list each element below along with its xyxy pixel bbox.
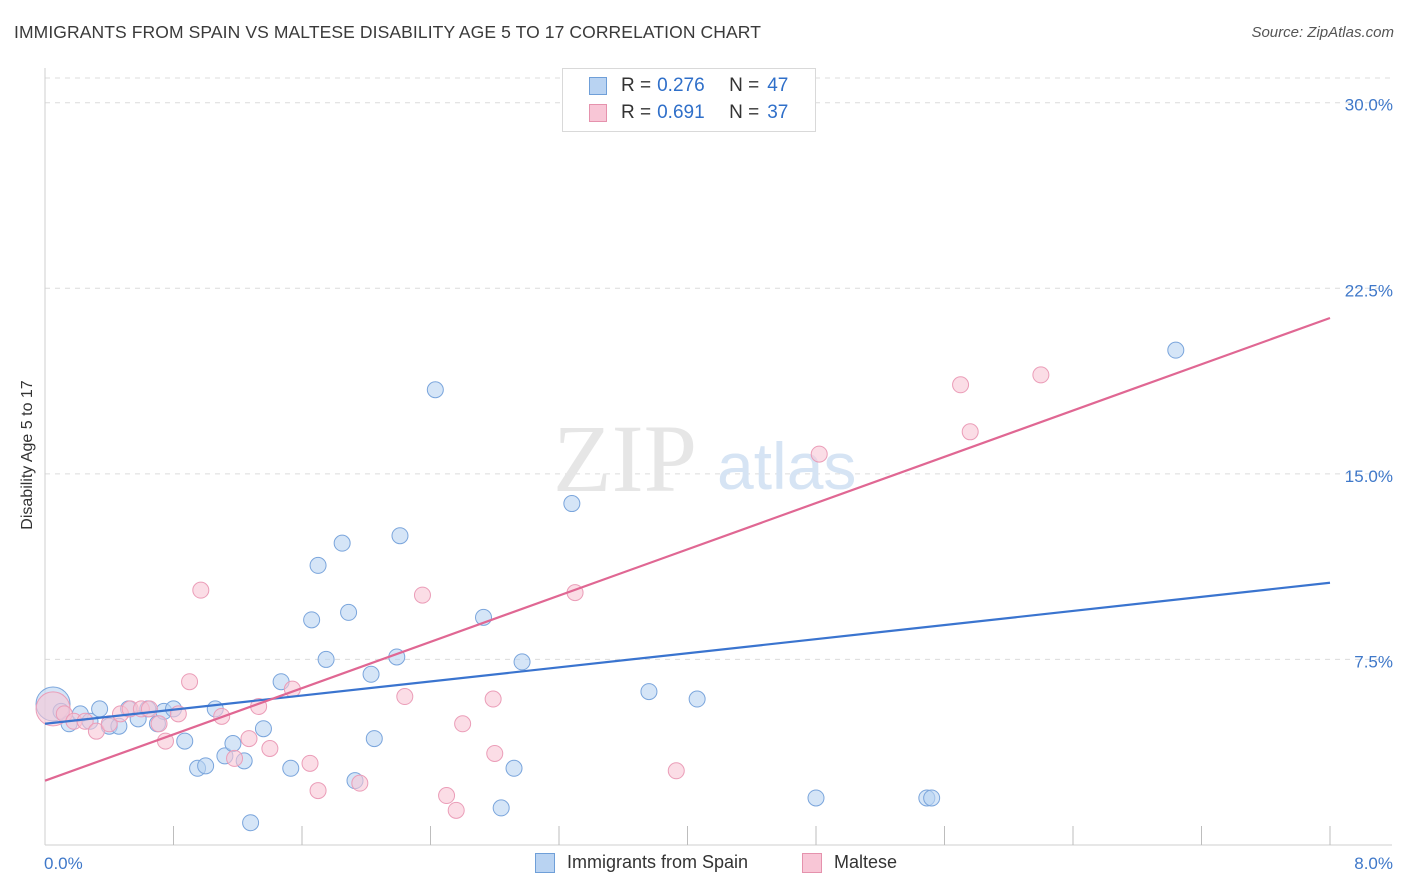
- point-spain: [176, 732, 194, 750]
- point-maltese: [309, 782, 327, 800]
- point-spain: [333, 534, 351, 552]
- point-spain: [505, 759, 523, 777]
- series-swatch-spain: [535, 852, 555, 873]
- point-spain: [340, 603, 358, 621]
- y-tick-label: 30.0%: [1345, 96, 1393, 115]
- point-spain: [242, 814, 260, 832]
- legend-r-label: R =: [621, 102, 652, 123]
- series-legend-maltese[interactable]: Maltese: [802, 852, 897, 873]
- point-maltese: [240, 730, 258, 748]
- point-spain: [426, 381, 444, 399]
- point-spain: [1167, 341, 1185, 359]
- series-legend-spain[interactable]: Immigrants from Spain: [535, 852, 748, 873]
- y-tick-label: 22.5%: [1345, 281, 1393, 300]
- legend-swatch-maltese: [589, 104, 607, 122]
- legend-n-label: N =: [729, 75, 760, 96]
- point-spain: [563, 495, 581, 513]
- point-maltese: [351, 774, 369, 792]
- legend-swatch-spain: [589, 77, 607, 95]
- point-maltese: [140, 700, 158, 718]
- watermark: ZIP atlas: [553, 405, 856, 512]
- chart-title: IMMIGRANTS FROM SPAIN VS MALTESE DISABIL…: [14, 22, 761, 42]
- point-maltese: [150, 715, 168, 733]
- series-label-maltese: Maltese: [834, 852, 898, 872]
- point-maltese: [1032, 366, 1050, 384]
- legend-n-label: N =: [729, 102, 760, 123]
- point-maltese: [301, 754, 319, 772]
- point-maltese: [486, 744, 504, 762]
- point-spain: [197, 757, 215, 775]
- x-tick-label: 0.0%: [44, 854, 83, 873]
- x-tick-label: 8.0%: [1354, 854, 1393, 873]
- point-spain: [317, 650, 335, 668]
- point-spain: [91, 700, 109, 718]
- point-maltese: [226, 749, 244, 767]
- point-maltese: [438, 787, 456, 805]
- legend-n-value-spain: 47: [767, 75, 789, 96]
- point-spain: [224, 735, 242, 753]
- y-tick-label: 7.5%: [1354, 652, 1393, 671]
- point-spain: [688, 690, 706, 708]
- point-spain: [282, 759, 300, 777]
- legend-r-value-spain: 0.276: [657, 75, 705, 96]
- series-swatch-maltese: [802, 852, 822, 873]
- point-maltese: [87, 722, 105, 740]
- point-maltese: [667, 762, 685, 780]
- legend-r-label: R =: [621, 75, 652, 96]
- point-maltese: [396, 688, 414, 706]
- stats-legend: R = 0.276 N = 47 R = 0.691 N = 37: [562, 68, 816, 132]
- point-maltese: [413, 586, 431, 604]
- source-label: Source: ZipAtlas.com: [1251, 24, 1394, 41]
- point-maltese: [447, 801, 465, 819]
- point-spain: [303, 611, 321, 629]
- point-maltese: [261, 740, 279, 758]
- point-maltese: [810, 445, 828, 463]
- point-spain: [309, 556, 327, 574]
- y-tick-label: 15.0%: [1345, 467, 1393, 486]
- point-spain: [807, 789, 825, 807]
- series-legend: Immigrants from Spain Maltese: [0, 852, 1406, 878]
- trend-lines: [44, 316, 1331, 782]
- point-maltese: [192, 581, 210, 599]
- legend-r-value-maltese: 0.691: [657, 102, 705, 123]
- watermark-atlas: atlas: [717, 429, 856, 503]
- point-maltese: [181, 673, 199, 691]
- trend-line-maltese: [44, 316, 1331, 782]
- trend-line-spain: [44, 581, 1331, 725]
- legend-n-value-maltese: 37: [767, 102, 789, 123]
- point-spain: [492, 799, 510, 817]
- watermark-zip: ZIP: [553, 405, 697, 512]
- series-label-spain: Immigrants from Spain: [567, 852, 749, 872]
- point-spain: [640, 683, 658, 701]
- point-spain: [365, 730, 383, 748]
- point-spain: [391, 527, 409, 545]
- point-maltese: [952, 376, 970, 394]
- point-spain: [254, 720, 272, 738]
- point-spain: [923, 789, 941, 807]
- tick-labels: 7.5% 15.0% 22.5% 30.0% 0.0% 8.0%: [44, 96, 1393, 873]
- point-spain: [513, 653, 531, 671]
- point-spain: [362, 665, 380, 683]
- point-maltese: [484, 690, 502, 708]
- point-maltese: [961, 423, 979, 441]
- point-maltese: [454, 715, 472, 733]
- legend-row-maltese: R = 0.691 N = 37: [589, 101, 788, 125]
- legend-row-spain: R = 0.276 N = 47: [589, 74, 788, 98]
